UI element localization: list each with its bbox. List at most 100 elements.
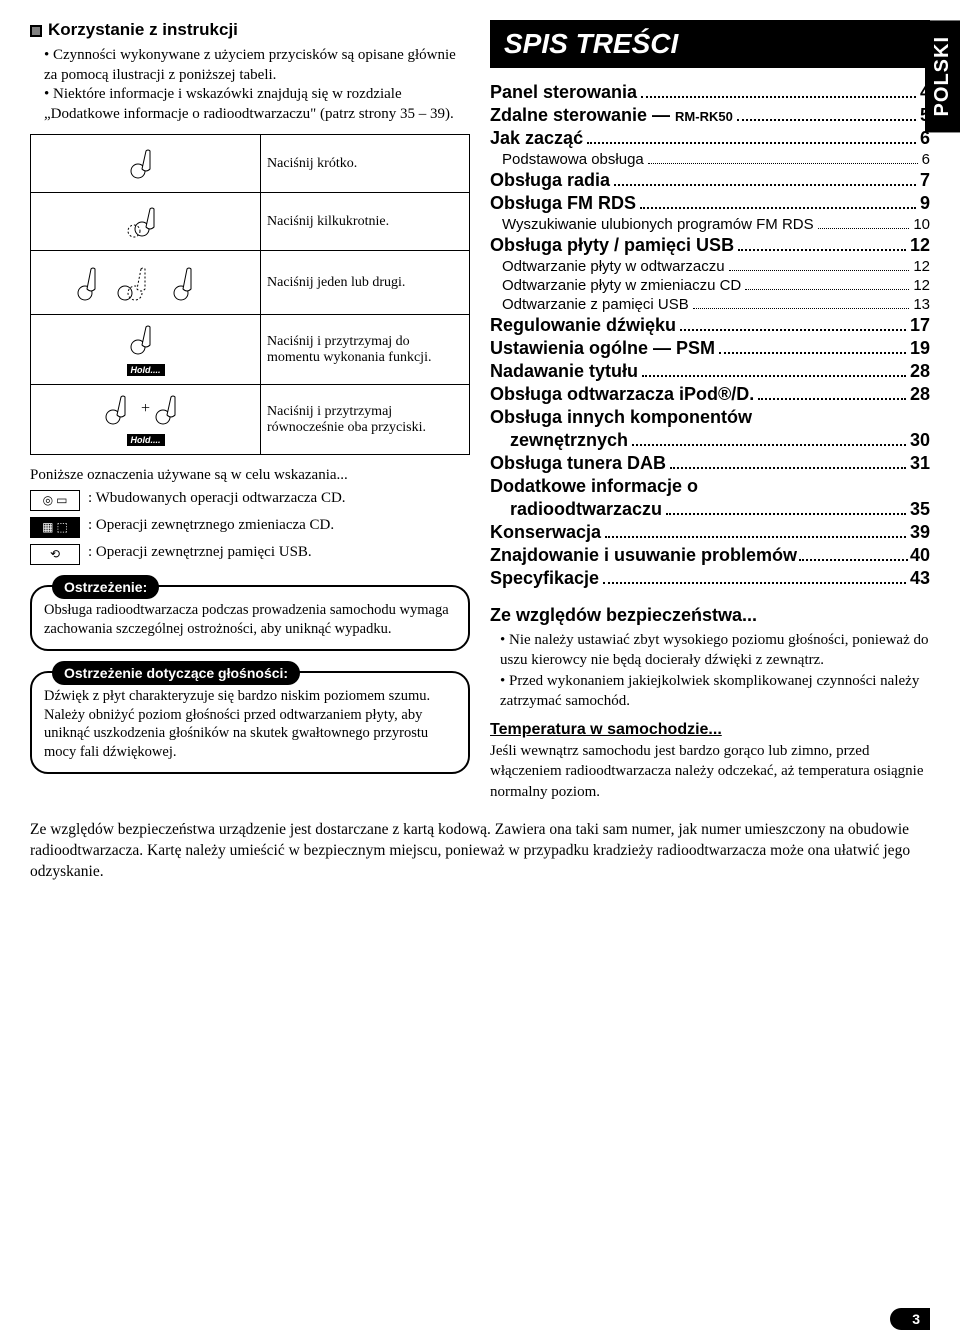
press-desc: Naciśnij i przytrzymaj do momentu wykona… bbox=[261, 315, 470, 385]
toc-row: Konserwacja39 bbox=[490, 522, 930, 543]
toc-label: Obsługa FM RDS bbox=[490, 193, 636, 214]
toc-dots bbox=[719, 352, 906, 354]
press-icon-cell: Hold.... bbox=[31, 315, 261, 385]
toc-page: 12 bbox=[910, 235, 930, 256]
toc-label: Specyfikacje bbox=[490, 568, 599, 589]
toc-label: radioodtwarzaczu bbox=[490, 499, 662, 520]
usb-icon: ⟲ bbox=[30, 544, 80, 565]
hand-press-icon bbox=[126, 141, 166, 181]
toc-row: Zdalne sterowanie — RM-RK505 bbox=[490, 105, 930, 126]
hand-hold-icon bbox=[126, 321, 166, 357]
hold-label: Hold.... bbox=[127, 364, 165, 376]
toc-dots bbox=[641, 96, 916, 98]
toc-page: 7 bbox=[920, 170, 930, 191]
toc-page: 28 bbox=[910, 361, 930, 382]
warning-box-volume: Ostrzeżenie dotyczące głośności: Dźwięk … bbox=[30, 671, 470, 774]
toc-row: Obsługa innych komponentów bbox=[490, 407, 930, 428]
toc-dots bbox=[729, 270, 910, 271]
toc-row: Podstawowa obsługa 6 bbox=[490, 151, 930, 168]
toc-label: Obsługa tunera DAB bbox=[490, 453, 666, 474]
toc-page: 30 bbox=[910, 430, 930, 451]
toc-row: Obsługa odtwarzacza iPod®/D.28 bbox=[490, 384, 930, 405]
toc-page: 10 bbox=[913, 216, 930, 233]
toc-page: 31 bbox=[910, 453, 930, 474]
toc-page: 43 bbox=[910, 568, 930, 589]
toc-label: Zdalne sterowanie — RM-RK50 bbox=[490, 105, 733, 126]
indicator-text: : Operacji zewnętrznej pamięci USB. bbox=[88, 544, 312, 561]
toc-page: 35 bbox=[910, 499, 930, 520]
safety-list: Nie należy ustawiać zbyt wysokiego pozio… bbox=[490, 630, 930, 711]
toc-dots bbox=[614, 184, 916, 186]
toc-page: 6 bbox=[922, 151, 930, 168]
toc-label: Jak zacząć bbox=[490, 128, 583, 149]
toc-row: Regulowanie dźwięku 17 bbox=[490, 315, 930, 336]
safety-header: Ze względów bezpieczeństwa... bbox=[490, 605, 930, 626]
table-row: Naciśnij jeden lub drugi. bbox=[31, 251, 470, 315]
toc-label: Panel sterowania bbox=[490, 82, 637, 103]
toc-dots bbox=[738, 249, 906, 251]
press-desc: Naciśnij krótko. bbox=[261, 135, 470, 193]
toc-label: Dodatkowe informacje o bbox=[490, 476, 698, 497]
section-header: Korzystanie z instrukcji bbox=[30, 20, 470, 40]
toc-label: Obsługa radia bbox=[490, 170, 610, 191]
table-of-contents: Panel sterowania4Zdalne sterowanie — RM-… bbox=[490, 82, 930, 589]
toc-dots bbox=[666, 513, 906, 515]
toc-row: zewnętrznych 30 bbox=[490, 430, 930, 451]
cd-builtin-icon: ◎ ▭ bbox=[30, 490, 80, 511]
toc-dots bbox=[603, 582, 906, 584]
toc-page: 13 bbox=[913, 296, 930, 313]
press-desc: Naciśnij jeden lub drugi. bbox=[261, 251, 470, 315]
toc-row: Specyfikacje 43 bbox=[490, 568, 930, 589]
toc-row: Obsługa tunera DAB 31 bbox=[490, 453, 930, 474]
toc-row: Panel sterowania4 bbox=[490, 82, 930, 103]
toc-page: 40 bbox=[910, 545, 930, 566]
toc-label: Podstawowa obsługa bbox=[490, 151, 644, 168]
toc-page: 17 bbox=[910, 315, 930, 336]
table-row: Naciśnij krótko. bbox=[31, 135, 470, 193]
hand-repeat-icon bbox=[124, 199, 168, 239]
toc-label: zewnętrznych bbox=[490, 430, 628, 451]
svg-text:+: + bbox=[141, 400, 150, 417]
safety-item: Przed wykonaniem jakiejkolwiek skompliko… bbox=[500, 671, 930, 712]
toc-row: Jak zacząć6 bbox=[490, 128, 930, 149]
toc-row: Ustawienia ogólne — PSM19 bbox=[490, 338, 930, 359]
warning-label: Ostrzeżenie: bbox=[52, 575, 159, 599]
toc-label: Obsługa płyty / pamięci USB bbox=[490, 235, 734, 256]
press-instruction-table: Naciśnij krótko. Naciśnij kilkukrotnie. bbox=[30, 134, 470, 455]
table-row: + Hold.... Naciśnij i przytrzymaj równoc… bbox=[31, 385, 470, 455]
intro-item: Niektóre informacje i wskazówki znajdują… bbox=[44, 85, 470, 124]
indicator-row: ⟲ : Operacji zewnętrznej pamięci USB. bbox=[30, 544, 470, 565]
toc-dots bbox=[648, 163, 918, 164]
intro-item: Czynności wykonywane z użyciem przyciskó… bbox=[44, 46, 470, 85]
toc-row: Znajdowanie i usuwanie problemów40 bbox=[490, 545, 930, 566]
toc-label: Obsługa odtwarzacza iPod®/D. bbox=[490, 384, 754, 405]
press-icon-cell bbox=[31, 251, 261, 315]
warning-label: Ostrzeżenie dotyczące głośności: bbox=[52, 661, 300, 685]
toc-dots bbox=[818, 228, 910, 229]
page-number: 3 bbox=[890, 1308, 930, 1330]
toc-label: Odtwarzanie płyty w zmieniaczu CD bbox=[490, 277, 741, 294]
indicator-text: : Operacji zewnętrznego zmieniacza CD. bbox=[88, 517, 334, 534]
toc-dots bbox=[632, 444, 906, 446]
toc-label: Regulowanie dźwięku bbox=[490, 315, 676, 336]
toc-dots bbox=[693, 308, 910, 309]
toc-row: Odtwarzanie płyty w zmieniaczu CD12 bbox=[490, 277, 930, 294]
toc-row: Odtwarzanie płyty w odtwarzaczu12 bbox=[490, 258, 930, 275]
toc-label: Ustawienia ogólne — PSM bbox=[490, 338, 715, 359]
press-icon-cell bbox=[31, 193, 261, 251]
toc-dots bbox=[680, 329, 906, 331]
press-desc: Naciśnij i przytrzymaj równocześnie oba … bbox=[261, 385, 470, 455]
toc-dots bbox=[605, 536, 906, 538]
temp-text: Jeśli wewnątrz samochodu jest bardzo gor… bbox=[490, 741, 930, 802]
toc-row: Obsługa radia 7 bbox=[490, 170, 930, 191]
toc-row: Obsługa FM RDS9 bbox=[490, 193, 930, 214]
toc-page: 12 bbox=[913, 258, 930, 275]
hold-label: Hold.... bbox=[127, 434, 165, 446]
language-tab: POLSKI bbox=[925, 20, 960, 132]
hand-either-icon bbox=[71, 257, 221, 303]
warning-box: Ostrzeżenie: Obsługa radioodtwarzacza po… bbox=[30, 585, 470, 651]
toc-row: Dodatkowe informacje o bbox=[490, 476, 930, 497]
toc-header: SPIS TREŚCI bbox=[490, 20, 930, 68]
toc-row: Obsługa płyty / pamięci USB 12 bbox=[490, 235, 930, 256]
toc-row: radioodtwarzaczu 35 bbox=[490, 499, 930, 520]
